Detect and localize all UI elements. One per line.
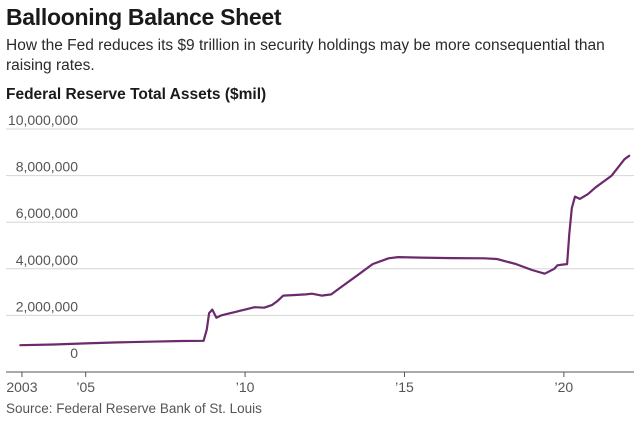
chart-title-main: Ballooning Balance Sheet bbox=[6, 4, 282, 30]
x-tick-label: ’05 bbox=[76, 379, 95, 395]
x-tick-label: ’20 bbox=[555, 379, 574, 395]
y-tick-label: 2,000,000 bbox=[16, 298, 78, 314]
gridlines bbox=[6, 128, 634, 316]
y-axis-ticks: 0 2,000,000 4,000,000 6,000,000 8,000,000 10,… bbox=[8, 112, 78, 361]
y-tick-label: 8,000,000 bbox=[16, 159, 78, 175]
chart-heading: Federal Reserve Total Assets ($mil) bbox=[6, 86, 267, 103]
y-tick-label: 6,000,000 bbox=[16, 205, 78, 221]
y-tick-label: 10,000,000 bbox=[8, 112, 78, 128]
y-tick-label: 0 bbox=[70, 345, 78, 361]
y-tick-label: 4,000,000 bbox=[16, 252, 78, 268]
chart-subtitle: How the Fed reduces its $9 trillion in s… bbox=[6, 37, 605, 74]
series-line-total-assets bbox=[19, 154, 631, 347]
x-tick-label: 2003 bbox=[6, 379, 37, 395]
x-tick-label: ’10 bbox=[236, 379, 255, 395]
x-axis-ticks: 2003 ’05 ’10 ’15 ’20 bbox=[6, 372, 573, 395]
source-note: Source: Federal Reserve Bank of St. Loui… bbox=[6, 401, 262, 416]
x-tick-label: ’15 bbox=[395, 379, 414, 395]
